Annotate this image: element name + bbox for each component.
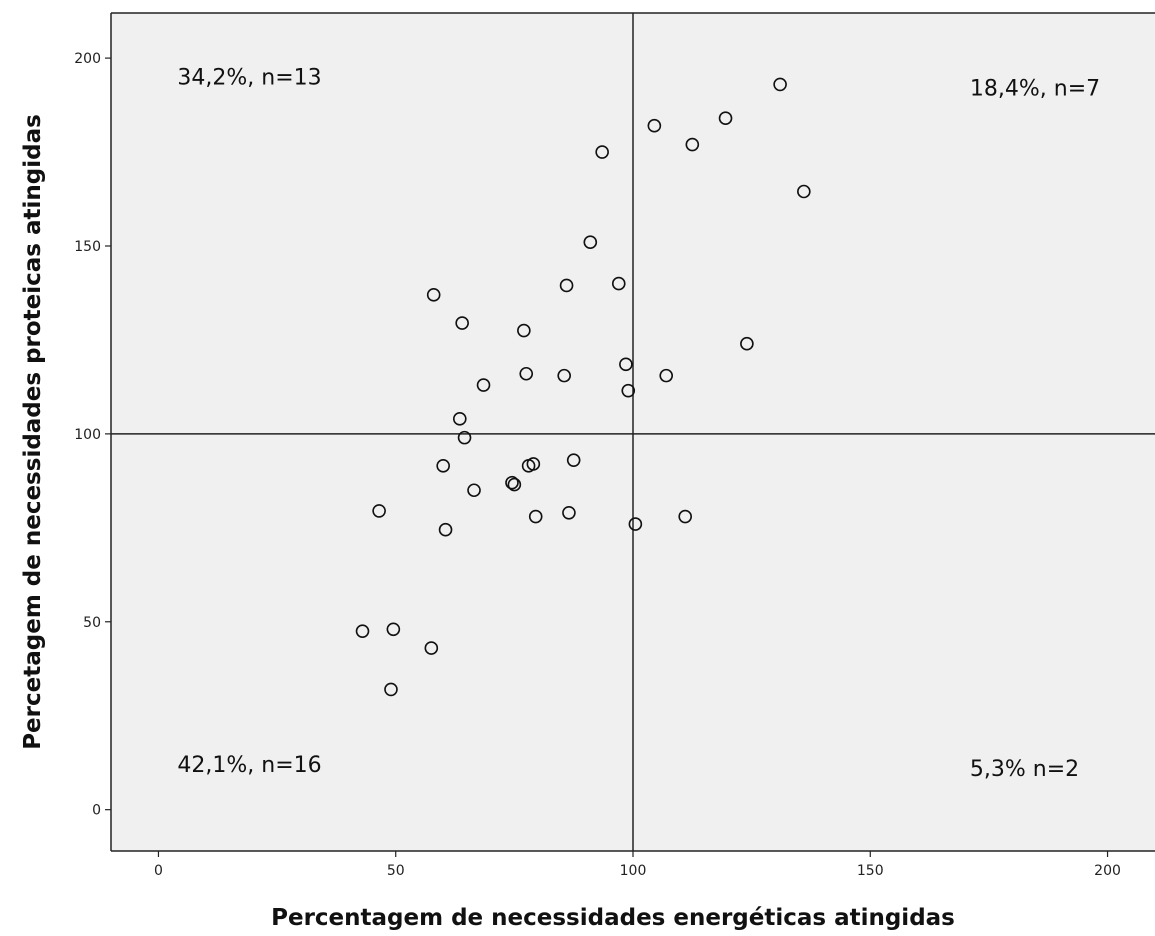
data-point bbox=[619, 357, 633, 372]
data-point bbox=[438, 522, 453, 537]
x-axis-title: Percentagem de necessidades energéticas … bbox=[271, 905, 955, 931]
data-point bbox=[517, 323, 531, 338]
quadrant-annotation: 18,4%, n=7 bbox=[970, 77, 1100, 102]
x-tick-label: 100 bbox=[620, 863, 647, 879]
data-point bbox=[566, 453, 581, 467]
reference-lines bbox=[111, 13, 1155, 851]
data-point bbox=[426, 288, 441, 302]
data-point bbox=[659, 368, 674, 383]
data-point bbox=[678, 509, 693, 524]
y-tick-label: 150 bbox=[74, 239, 101, 255]
data-point bbox=[621, 383, 636, 398]
data-point bbox=[457, 430, 472, 445]
data-point bbox=[424, 641, 439, 655]
quadrant-annotation: 34,2%, n=13 bbox=[177, 65, 321, 90]
data-point bbox=[647, 118, 662, 133]
y-tick-label: 50 bbox=[83, 615, 101, 631]
data-point bbox=[507, 477, 522, 492]
data-point bbox=[583, 235, 598, 250]
data-point bbox=[628, 517, 643, 531]
data-point bbox=[526, 457, 541, 471]
data-point bbox=[355, 624, 370, 638]
y-tick-label: 200 bbox=[74, 51, 101, 67]
data-point bbox=[519, 366, 534, 381]
data-point bbox=[562, 505, 576, 520]
quadrant-annotations: 34,2%, n=13 18,4%, n=7 42,1%, n=16 5,3% n=2 bbox=[177, 65, 1100, 781]
data-point bbox=[685, 137, 700, 152]
x-tick-label: 200 bbox=[1094, 863, 1121, 879]
data-point bbox=[528, 509, 543, 524]
data-point bbox=[455, 316, 469, 330]
quadrant-annotation: 42,1%, n=16 bbox=[177, 753, 321, 778]
y-tick-label: 100 bbox=[74, 427, 101, 443]
x-tick-label: 0 bbox=[154, 863, 163, 879]
y-axis-ticks: 0 50 100 150 200 bbox=[74, 51, 111, 819]
quadrant-annotation: 5,3% n=2 bbox=[970, 757, 1079, 782]
data-point bbox=[476, 378, 491, 392]
data-point bbox=[557, 368, 571, 383]
data-point bbox=[452, 412, 467, 426]
data-point bbox=[611, 276, 626, 291]
data-points bbox=[355, 77, 811, 697]
data-point bbox=[559, 278, 574, 293]
x-tick-label: 50 bbox=[387, 863, 405, 879]
data-point bbox=[740, 336, 754, 351]
y-axis-title: Percetagem de necessidades proteicas ati… bbox=[20, 114, 46, 750]
x-axis-ticks: 0 50 100 150 200 bbox=[154, 851, 1121, 879]
data-point bbox=[436, 459, 450, 473]
data-point bbox=[797, 184, 811, 199]
data-point bbox=[467, 483, 481, 498]
data-point bbox=[773, 77, 787, 92]
x-tick-label: 150 bbox=[857, 863, 884, 879]
data-point bbox=[718, 111, 733, 126]
data-point bbox=[372, 504, 386, 518]
y-tick-label: 0 bbox=[92, 803, 101, 819]
data-point bbox=[505, 475, 519, 490]
data-point bbox=[386, 622, 401, 637]
data-point bbox=[595, 145, 609, 159]
data-point bbox=[384, 682, 398, 697]
